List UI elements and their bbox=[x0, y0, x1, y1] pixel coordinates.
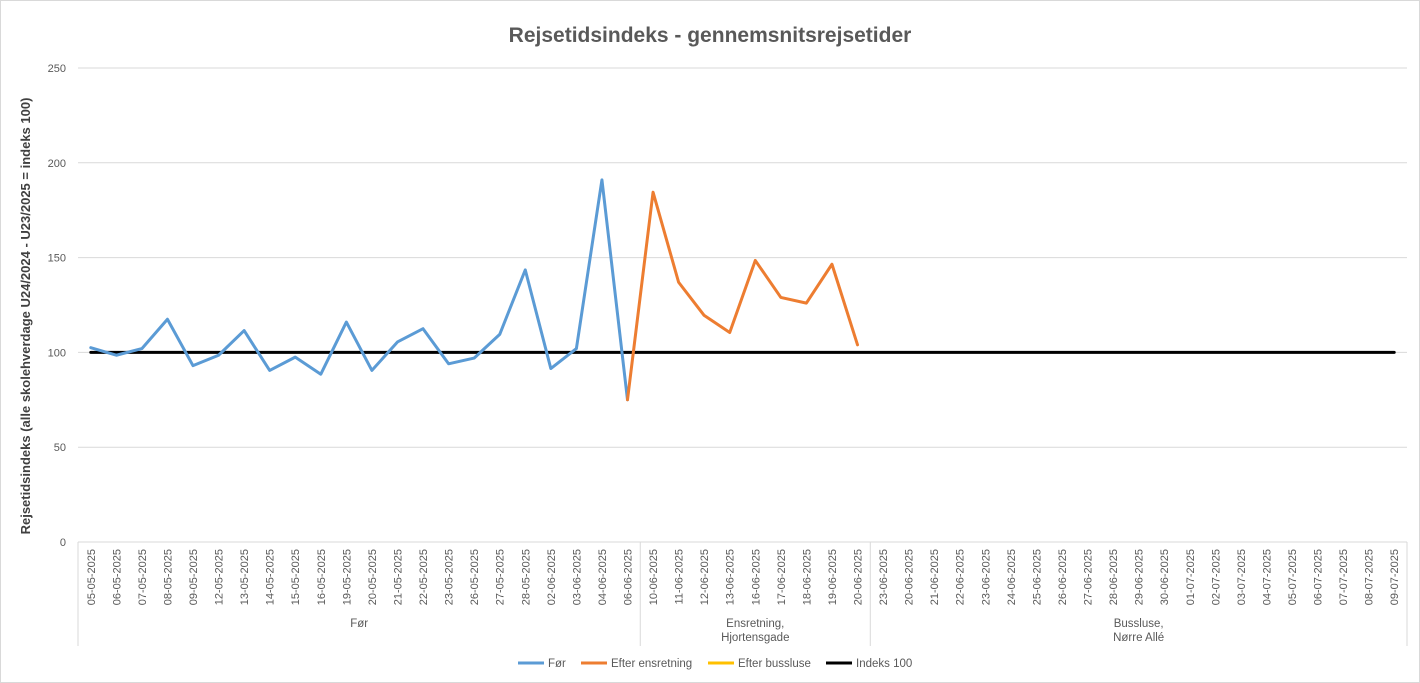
series-line-efter-ensretning bbox=[625, 190, 860, 402]
x-tick-label: 03-06-2025 bbox=[571, 549, 583, 605]
x-tick-label: 16-05-2025 bbox=[316, 549, 328, 605]
x-tick-label: 22-05-2025 bbox=[418, 549, 430, 605]
gridlines bbox=[78, 67, 1407, 448]
x-tick-label: 06-05-2025 bbox=[111, 549, 123, 605]
x-tick-label: 23-06-2025 bbox=[878, 549, 890, 605]
x-tick-label: 12-05-2025 bbox=[214, 549, 226, 605]
series-line-før bbox=[89, 178, 629, 402]
x-tick-label: 04-07-2025 bbox=[1261, 549, 1273, 605]
x-tick-label: 18-06-2025 bbox=[801, 549, 813, 605]
x-tick-label: 11-06-2025 bbox=[674, 549, 686, 604]
x-tick-label: 23-06-2025 bbox=[980, 549, 992, 605]
x-tick-label: 28-06-2025 bbox=[1108, 549, 1120, 605]
x-tick-label: 19-05-2025 bbox=[341, 549, 353, 605]
chart-title: Rejsetidsindeks - gennemsnitsrejsetider bbox=[509, 24, 912, 47]
x-tick-label: 06-07-2025 bbox=[1313, 549, 1325, 605]
x-group-label: Ensretning, Hjortensgade bbox=[721, 618, 789, 644]
x-tick-label: 03-07-2025 bbox=[1236, 549, 1248, 605]
x-group-label-line: Hjortensgade bbox=[721, 632, 789, 644]
x-axis bbox=[77, 541, 1408, 646]
x-tick-label: 22-06-2025 bbox=[955, 549, 967, 605]
y-tick-label: 50 bbox=[54, 442, 66, 454]
y-tick-label: 150 bbox=[48, 253, 66, 265]
legend-item: Før bbox=[518, 658, 566, 670]
legend-label: Indeks 100 bbox=[856, 658, 912, 670]
x-tick-label: 01-07-2025 bbox=[1185, 549, 1197, 605]
x-tick-label: 05-05-2025 bbox=[86, 549, 98, 605]
x-tick-label: 29-06-2025 bbox=[1134, 549, 1146, 605]
x-tick-label: 09-07-2025 bbox=[1389, 549, 1401, 605]
x-tick-label: 20-06-2025 bbox=[904, 549, 916, 605]
legend-label: Efter bussluse bbox=[738, 658, 811, 670]
x-tick-label: 21-06-2025 bbox=[929, 549, 941, 605]
x-tick-label: 10-06-2025 bbox=[648, 549, 660, 605]
x-tick-label: 25-06-2025 bbox=[1031, 549, 1043, 605]
x-tick-label: 30-06-2025 bbox=[1159, 549, 1171, 605]
y-tick-label: 0 bbox=[60, 537, 66, 549]
x-tick-label: 26-06-2025 bbox=[1057, 549, 1069, 605]
x-tick-label: 06-06-2025 bbox=[622, 549, 634, 605]
x-tick-label: 20-05-2025 bbox=[367, 549, 379, 605]
x-tick-label: 08-05-2025 bbox=[162, 549, 174, 605]
legend-label: Før bbox=[548, 658, 566, 670]
x-tick-label: 02-06-2025 bbox=[546, 549, 558, 605]
y-tick-label: 100 bbox=[48, 347, 66, 359]
x-tick-label: 12-06-2025 bbox=[699, 549, 711, 605]
x-tick-label: 15-05-2025 bbox=[290, 549, 302, 605]
y-axis-ticks: 0 50 100 150 200 250 bbox=[48, 63, 66, 549]
x-tick-label: 04-06-2025 bbox=[597, 549, 609, 605]
x-axis-ticks: 05-05-2025 06-05-2025 07-05-2025 08-05-2025… bbox=[86, 549, 1401, 605]
x-tick-label: 16-06-2025 bbox=[750, 549, 762, 605]
x-group-label-line: Ensretning, bbox=[726, 618, 784, 630]
y-tick-label: 250 bbox=[48, 63, 66, 75]
legend-item: Efter ensretning bbox=[581, 658, 692, 670]
x-tick-label: 02-07-2025 bbox=[1210, 549, 1222, 605]
x-group-label-line: Nørre Allé bbox=[1113, 632, 1164, 644]
x-tick-label: 08-07-2025 bbox=[1364, 549, 1376, 605]
x-group-label: Før bbox=[350, 618, 368, 630]
x-tick-label: 26-05-2025 bbox=[469, 549, 481, 605]
x-tick-label: 27-06-2025 bbox=[1083, 549, 1095, 605]
x-tick-label: 07-07-2025 bbox=[1338, 549, 1350, 605]
x-tick-label: 13-05-2025 bbox=[239, 549, 251, 605]
x-tick-label: 24-06-2025 bbox=[1006, 549, 1018, 605]
x-tick-label: 17-06-2025 bbox=[776, 549, 788, 605]
x-tick-label: 28-05-2025 bbox=[520, 549, 532, 605]
x-group-label: Bussluse, Nørre Allé bbox=[1113, 618, 1164, 644]
legend: Før Efter ensretning Efter bussluse Indeks … bbox=[518, 658, 912, 670]
series-lines bbox=[89, 178, 1396, 402]
y-tick-label: 200 bbox=[48, 158, 66, 170]
x-tick-label: 09-05-2025 bbox=[188, 549, 200, 605]
x-group-label-line: Før bbox=[350, 618, 368, 630]
legend-item: Efter bussluse bbox=[708, 658, 811, 670]
y-axis-label: Rejsetidsindeks (alle skolehverdage U24/… bbox=[18, 98, 33, 535]
x-tick-label: 21-05-2025 bbox=[392, 549, 404, 605]
x-tick-label: 23-05-2025 bbox=[444, 549, 456, 605]
x-tick-label: 27-05-2025 bbox=[495, 549, 507, 605]
x-tick-label: 05-07-2025 bbox=[1287, 549, 1299, 605]
x-tick-label: 19-06-2025 bbox=[827, 549, 839, 605]
x-group-label-line: Bussluse, bbox=[1114, 618, 1164, 630]
legend-item: Indeks 100 bbox=[826, 658, 912, 670]
legend-label: Efter ensretning bbox=[611, 658, 692, 670]
x-tick-label: 07-05-2025 bbox=[137, 549, 149, 605]
x-tick-label: 14-05-2025 bbox=[265, 549, 277, 605]
x-tick-label: 20-06-2025 bbox=[853, 549, 865, 605]
x-tick-label: 13-06-2025 bbox=[725, 549, 737, 605]
x-axis-groups: Før Ensretning, Hjortensgade Bussluse, Nørre… bbox=[350, 618, 1164, 644]
